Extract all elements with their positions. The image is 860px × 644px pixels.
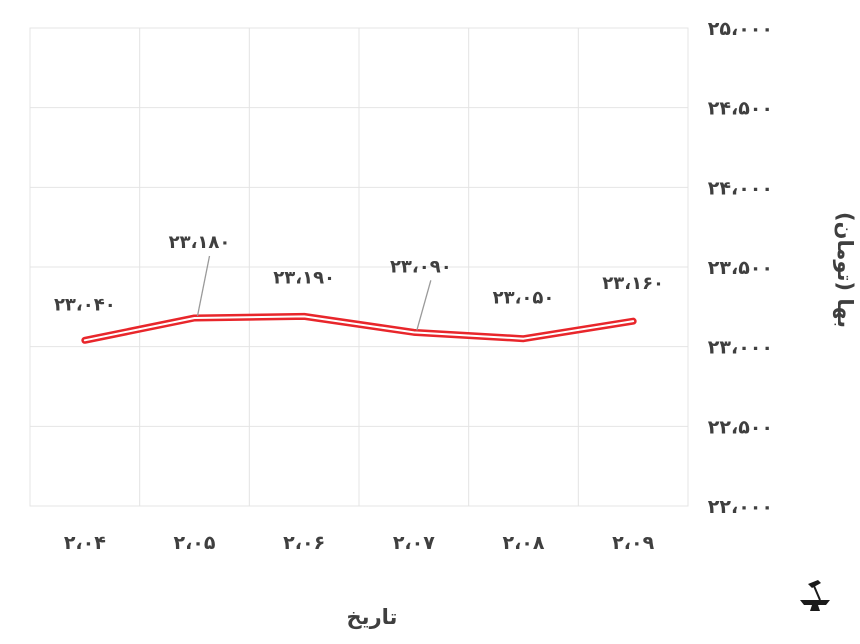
x-axis-title: تاریخ (347, 605, 398, 629)
series-line (81, 312, 637, 344)
label-leader-lines (196, 255, 432, 331)
x-tick-label: ۲،۰۸ (502, 532, 544, 554)
data-label: ۲۳،۱۶۰ (602, 273, 664, 294)
data-label: ۲۳،۱۹۰ (273, 267, 335, 288)
x-tick-label: ۲،۰۴ (64, 532, 106, 554)
y-tick-label: ۲۳،۵۰۰ (708, 257, 773, 279)
y-tick-label: ۲۵،۰۰۰ (708, 18, 773, 40)
data-label: ۲۳،۱۸۰ (169, 232, 231, 253)
brand-logo (780, 578, 850, 640)
y-tick-label: ۲۲،۰۰۰ (708, 496, 773, 518)
y-axis-title: بها (تومان) (833, 212, 857, 328)
anvil-icon (800, 580, 830, 611)
x-tick-label: ۲،۰۶ (283, 532, 325, 554)
x-tick-label: ۲،۰۷ (393, 532, 435, 554)
y-tick-label: ۲۴،۵۰۰ (708, 98, 773, 120)
y-tick-label: ۲۴،۰۰۰ (708, 177, 773, 199)
data-label-leader (416, 280, 432, 331)
x-axis-labels: ۲،۰۴ ۲،۰۵ ۲،۰۶ ۲،۰۷ ۲،۰۸ ۲،۰۹ (64, 532, 655, 554)
grid (30, 27, 688, 507)
x-tick-label: ۲،۰۵ (173, 532, 215, 554)
data-label: ۲۳،۰۹۰ (390, 256, 452, 277)
data-label: ۲۳،۰۵۰ (493, 288, 555, 309)
series-line-inner (83, 315, 635, 342)
y-tick-label: ۲۳،۰۰۰ (708, 337, 773, 359)
data-label: ۲۳،۰۴۰ (54, 294, 116, 315)
x-tick-label: ۲،۰۹ (612, 532, 654, 554)
data-labels: ۲۳،۰۴۰ ۲۳،۱۸۰ ۲۳،۱۹۰ ۲۳،۰۹۰ ۲۳،۰۵۰ ۲۳،۱۶۰ (54, 232, 664, 315)
y-tick-label: ۲۲،۵۰۰ (708, 416, 773, 438)
data-label-leader (196, 255, 211, 317)
y-axis-labels: ۲۲،۰۰۰ ۲۲،۵۰۰ ۲۳،۰۰۰ ۲۳،۵۰۰ ۲۴،۰۰۰ ۲۴،۵۰۰ ۲۵،۰… (708, 18, 773, 518)
